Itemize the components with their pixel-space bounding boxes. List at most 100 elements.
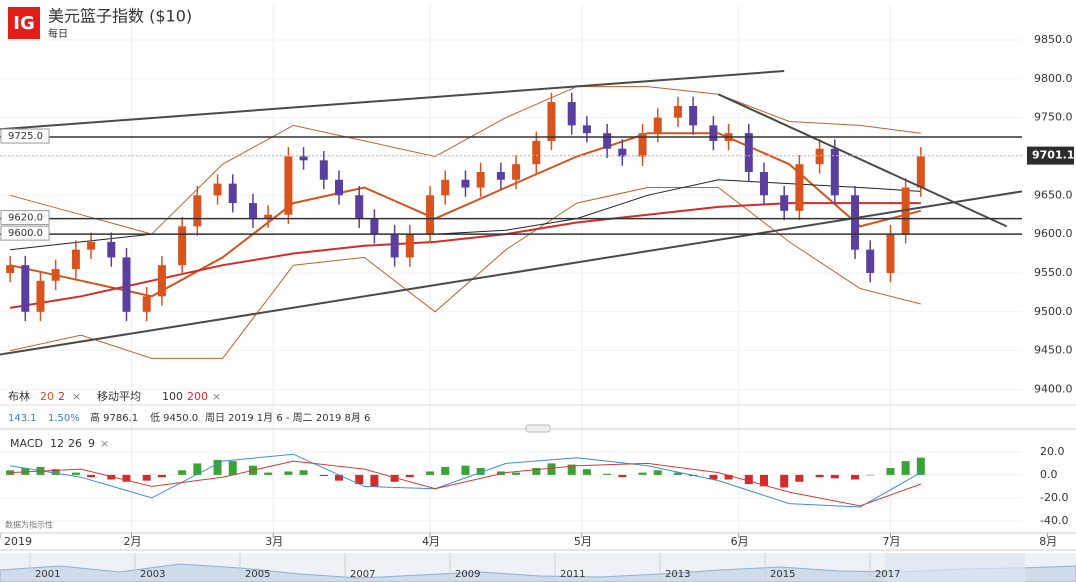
candle-body	[830, 148, 839, 196]
y-tick-label: -20.0	[1040, 491, 1068, 504]
ma-period: 200	[187, 390, 208, 403]
histogram-bar	[142, 474, 151, 481]
close-icon[interactable]: ×	[352, 411, 361, 424]
histogram-bar	[178, 470, 187, 475]
histogram-bar	[916, 457, 925, 475]
candle-body	[36, 280, 45, 312]
candle-body	[512, 164, 521, 180]
histogram-bar	[71, 472, 80, 475]
candle-body	[264, 214, 273, 219]
histogram-bar	[264, 472, 273, 475]
close-icon[interactable]: ×	[212, 390, 221, 403]
candle-body	[780, 195, 789, 211]
candle-body	[638, 133, 647, 157]
signal-line	[10, 460, 921, 507]
close-icon[interactable]: ×	[72, 390, 81, 403]
level-label-box	[0, 210, 50, 226]
candle-body	[51, 269, 60, 281]
title: 美元篮子指数 ($10)	[48, 7, 192, 26]
navigator-window[interactable]	[885, 553, 1025, 582]
candle-body	[405, 234, 414, 258]
candle-body	[886, 234, 895, 273]
interval: 每日	[48, 27, 68, 40]
y-tick-label: 9800.0	[1034, 72, 1073, 85]
candle-body	[21, 265, 30, 312]
histogram-bar	[547, 463, 556, 475]
candle-body	[476, 171, 485, 188]
histogram-bar	[228, 461, 237, 475]
navigator-year: 2017	[875, 569, 900, 580]
histogram-bar	[673, 472, 682, 475]
histogram-bar	[334, 474, 343, 481]
candle-body	[461, 179, 470, 188]
candle-body	[87, 241, 96, 250]
histogram-bar	[901, 461, 910, 475]
y-tick-label: 9400.0	[1034, 382, 1073, 395]
level-label-box	[0, 128, 50, 144]
candle-body	[426, 195, 435, 235]
histogram-bar	[213, 459, 222, 475]
histogram-bar	[461, 465, 470, 475]
navigator-year: 2015	[770, 569, 795, 580]
histogram-bar	[638, 472, 647, 475]
candle-body	[334, 179, 343, 196]
close-icon[interactable]: ×	[100, 437, 109, 450]
bollinger-period: 20	[40, 390, 54, 403]
x-tick-label: 7月	[882, 535, 900, 548]
candle-body	[107, 241, 116, 258]
histogram-bar	[441, 466, 450, 475]
candle-body	[709, 125, 718, 141]
macd-param: 12	[50, 437, 64, 450]
candle-body	[567, 102, 576, 126]
candle-body	[213, 183, 222, 196]
navigator-year: 2005	[245, 569, 270, 580]
candle-body	[866, 249, 875, 273]
histogram-bar	[87, 474, 96, 478]
histogram-bar	[299, 470, 308, 475]
candle-body	[673, 105, 682, 118]
histogram-bar	[851, 474, 860, 480]
histogram-bar	[512, 472, 521, 475]
histogram-bar	[582, 469, 591, 475]
resize-handle[interactable]	[525, 424, 551, 433]
macd-param: 26	[68, 437, 82, 450]
low: 低 9450.0	[150, 411, 198, 424]
candle-body	[815, 148, 824, 165]
histogram-bar	[724, 474, 733, 480]
histogram-bar	[830, 474, 839, 479]
date-range: 周日 2019 1月 6 - 周二 2019 8月 6	[205, 412, 370, 424]
histogram-bar	[426, 471, 435, 475]
histogram-bar	[51, 469, 60, 475]
histogram-bar	[886, 468, 895, 475]
candle-body	[319, 160, 328, 180]
candle-body	[370, 218, 379, 235]
candle-body	[71, 249, 80, 270]
level-label-box	[0, 225, 50, 241]
navigator-year: 2007	[350, 569, 375, 580]
ma-label: 移动平均	[97, 390, 141, 403]
level-label: 9725.0	[8, 131, 43, 142]
candle-body	[547, 102, 556, 141]
candle-body	[496, 171, 505, 180]
histogram-bar	[284, 471, 293, 475]
histogram-bar	[567, 464, 576, 475]
y-tick-label: 9450.0	[1034, 344, 1073, 357]
histogram-bar	[618, 474, 627, 478]
y-tick-label: 9500.0	[1034, 305, 1073, 318]
x-tick-label: 2月	[124, 535, 142, 548]
histogram-bar	[122, 474, 131, 482]
candle-body	[157, 265, 166, 297]
note: 数据为指示性	[5, 520, 53, 530]
histogram-bar	[319, 474, 328, 477]
navigator-year: 2001	[35, 569, 60, 580]
histogram-bar	[107, 474, 116, 480]
trend-line	[0, 70, 785, 131]
candle-body	[355, 195, 364, 219]
bollinger-dev: 2	[58, 390, 65, 403]
histogram-bar	[795, 474, 804, 482]
candle-body	[284, 156, 293, 215]
x-tick-label: 4月	[422, 535, 440, 548]
candle-body	[193, 195, 202, 227]
